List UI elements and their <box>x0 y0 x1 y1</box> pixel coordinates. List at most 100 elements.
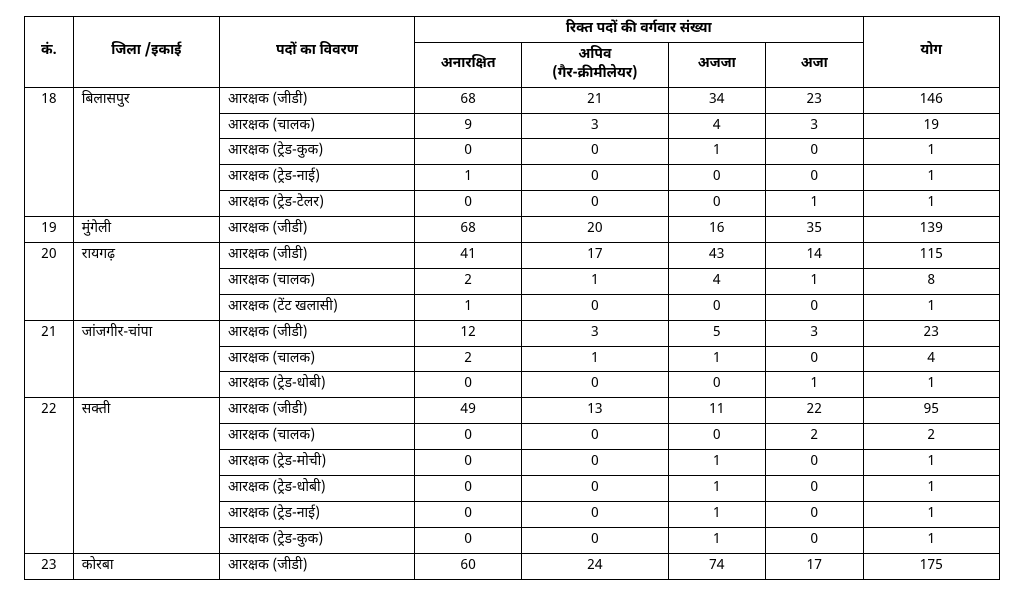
table-row: 19मुंगेलीआरक्षक (जीडी)68201635139 <box>25 217 1000 243</box>
cell-c1: 0 <box>415 450 522 476</box>
cell-c1: 41 <box>415 243 522 269</box>
cell-c1: 0 <box>415 191 522 217</box>
cell-c2: 0 <box>522 476 668 502</box>
cell-tot: 175 <box>863 553 1000 579</box>
cell-c2: 20 <box>522 217 668 243</box>
cell-c1: 0 <box>415 424 522 450</box>
cell-c3: 1 <box>668 450 766 476</box>
cell-c4: 35 <box>766 217 864 243</box>
cell-desc: आरक्षक (चालक) <box>220 113 415 139</box>
cell-c4: 1 <box>766 268 864 294</box>
cell-tot: 115 <box>863 243 1000 269</box>
cell-c4: 0 <box>766 139 864 165</box>
cell-c2: 0 <box>522 139 668 165</box>
cell-tot: 1 <box>863 165 1000 191</box>
cell-c4: 3 <box>766 113 864 139</box>
cell-desc: आरक्षक (चालक) <box>220 268 415 294</box>
cell-c4: 1 <box>766 191 864 217</box>
header-c1: अनारक्षित <box>415 42 522 87</box>
cell-c2: 0 <box>522 424 668 450</box>
cell-sn: 22 <box>25 398 74 553</box>
cell-c4: 17 <box>766 553 864 579</box>
cell-tot: 139 <box>863 217 1000 243</box>
cell-c3: 0 <box>668 294 766 320</box>
cell-c4: 2 <box>766 424 864 450</box>
header-c3: अजजा <box>668 42 766 87</box>
cell-district: जांजगीर-चांपा <box>73 320 219 398</box>
cell-c3: 16 <box>668 217 766 243</box>
cell-desc: आरक्षक (जीडी) <box>220 553 415 579</box>
cell-desc: आरक्षक (ट्रेड-कुक) <box>220 139 415 165</box>
cell-desc: आरक्षक (चालक) <box>220 424 415 450</box>
cell-c3: 11 <box>668 398 766 424</box>
cell-c4: 1 <box>766 372 864 398</box>
cell-desc: आरक्षक (टेंट खलासी) <box>220 294 415 320</box>
vacancy-table: कं. जिला /इकाई पदों का विवरण रिक्त पदों … <box>24 16 1000 580</box>
table-row: 23कोरबाआरक्षक (जीडी)60247417175 <box>25 553 1000 579</box>
cell-c1: 9 <box>415 113 522 139</box>
cell-c4: 3 <box>766 320 864 346</box>
cell-c4: 0 <box>766 346 864 372</box>
cell-tot: 19 <box>863 113 1000 139</box>
cell-c1: 60 <box>415 553 522 579</box>
cell-tot: 23 <box>863 320 1000 346</box>
cell-tot: 8 <box>863 268 1000 294</box>
cell-desc: आरक्षक (ट्रेड-टेलर) <box>220 191 415 217</box>
cell-tot: 1 <box>863 501 1000 527</box>
cell-c4: 0 <box>766 476 864 502</box>
header-total: योग <box>863 17 1000 88</box>
cell-c2: 24 <box>522 553 668 579</box>
cell-c3: 1 <box>668 139 766 165</box>
cell-c1: 68 <box>415 87 522 113</box>
cell-c2: 0 <box>522 501 668 527</box>
cell-c2: 0 <box>522 191 668 217</box>
cell-c3: 74 <box>668 553 766 579</box>
cell-c2: 3 <box>522 113 668 139</box>
header-c2: अपिव (गैर-क्रीमीलेयर) <box>522 42 668 87</box>
cell-c2: 0 <box>522 372 668 398</box>
cell-desc: आरक्षक (ट्रेड-नाई) <box>220 501 415 527</box>
cell-c4: 0 <box>766 527 864 553</box>
cell-desc: आरक्षक (ट्रेड-मोची) <box>220 450 415 476</box>
cell-c1: 1 <box>415 165 522 191</box>
cell-desc: आरक्षक (जीडी) <box>220 217 415 243</box>
cell-sn: 21 <box>25 320 74 398</box>
cell-c1: 0 <box>415 501 522 527</box>
cell-district: सक्ती <box>73 398 219 553</box>
header-group: रिक्त पदों की वर्गवार संख्या <box>415 17 864 43</box>
cell-tot: 1 <box>863 476 1000 502</box>
cell-c1: 0 <box>415 372 522 398</box>
cell-c3: 34 <box>668 87 766 113</box>
cell-c1: 49 <box>415 398 522 424</box>
cell-c1: 1 <box>415 294 522 320</box>
cell-c1: 68 <box>415 217 522 243</box>
cell-sn: 20 <box>25 243 74 321</box>
cell-tot: 1 <box>863 294 1000 320</box>
cell-c2: 13 <box>522 398 668 424</box>
cell-c2: 0 <box>522 294 668 320</box>
cell-c2: 0 <box>522 450 668 476</box>
header-c2-line1: अपिव <box>578 45 611 64</box>
cell-c2: 17 <box>522 243 668 269</box>
header-desc: पदों का विवरण <box>220 17 415 88</box>
cell-desc: आरक्षक (जीडी) <box>220 87 415 113</box>
cell-c3: 0 <box>668 191 766 217</box>
cell-c4: 0 <box>766 294 864 320</box>
cell-sn: 19 <box>25 217 74 243</box>
cell-c3: 0 <box>668 424 766 450</box>
cell-c3: 1 <box>668 501 766 527</box>
cell-district: मुंगेली <box>73 217 219 243</box>
header-c4: अजा <box>766 42 864 87</box>
cell-desc: आरक्षक (ट्रेड-कुक) <box>220 527 415 553</box>
table-row: 20रायगढ़आरक्षक (जीडी)41174314115 <box>25 243 1000 269</box>
cell-tot: 1 <box>863 450 1000 476</box>
cell-tot: 146 <box>863 87 1000 113</box>
cell-c1: 2 <box>415 268 522 294</box>
cell-c3: 5 <box>668 320 766 346</box>
cell-tot: 1 <box>863 139 1000 165</box>
cell-c1: 12 <box>415 320 522 346</box>
cell-desc: आरक्षक (चालक) <box>220 346 415 372</box>
cell-c3: 0 <box>668 372 766 398</box>
cell-c3: 1 <box>668 346 766 372</box>
cell-c3: 4 <box>668 268 766 294</box>
